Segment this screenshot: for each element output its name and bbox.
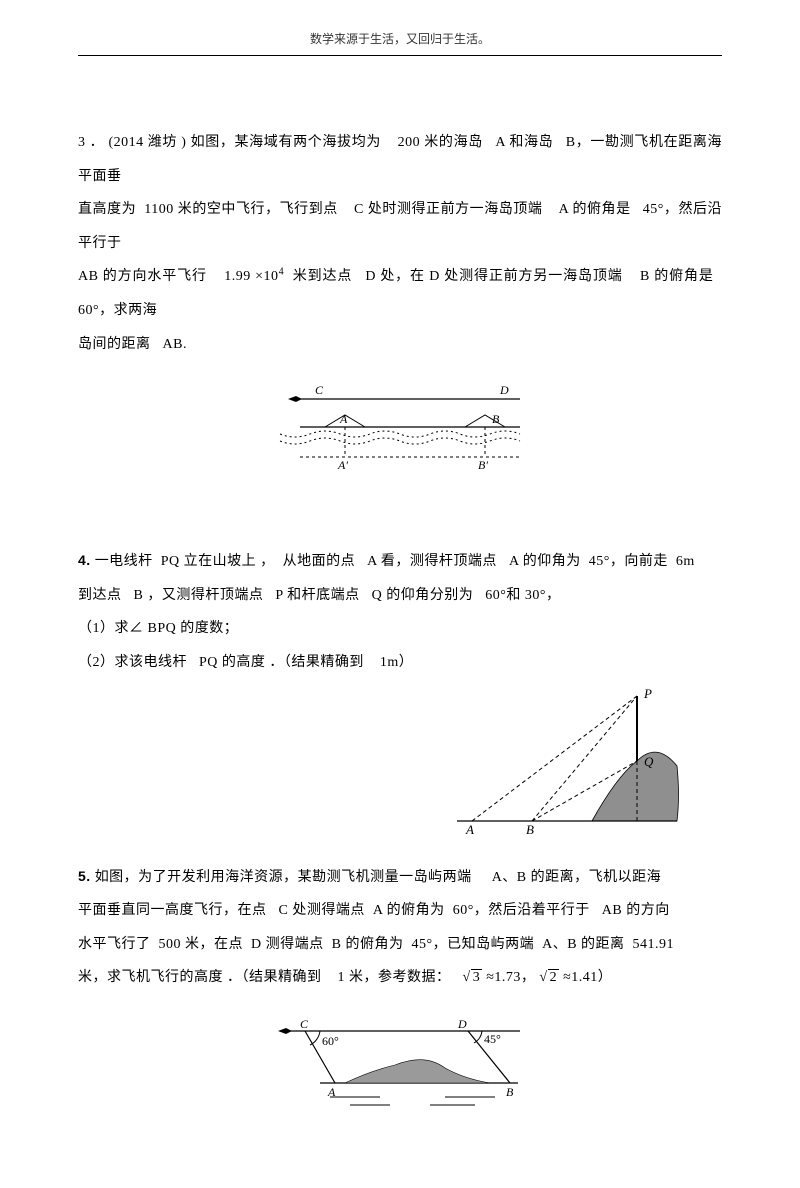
header-rule [78, 55, 722, 56]
svg-text:P: P [643, 686, 652, 701]
p3-t2: A 和海岛 [495, 135, 553, 150]
p5-fly: 500 米，在点 [159, 937, 244, 952]
p5-angC: 60°，然后沿着平行于 [453, 903, 590, 918]
p3-num: 3 ． [78, 135, 104, 150]
p3-t11: 岛间的距离 [78, 337, 151, 352]
p3-t5: C 处时测得正前方一海岛顶端 [354, 202, 542, 217]
svg-text:A: A [339, 412, 348, 426]
p4-t2b: B ，又测得杆顶端点 [134, 588, 264, 603]
sqrt3-val: 3 [471, 969, 483, 985]
figure-4: P Q A B [78, 686, 682, 836]
p3-angB: 60°，求两海 [78, 303, 157, 318]
p4-t2c: P 和杆底端点 [275, 588, 359, 603]
p5-t4a: 米，求飞机飞行的高度 ．（结果精确到 [78, 970, 322, 985]
p5-s2v: ≈1.41） [563, 970, 612, 985]
p3-t6: A 的俯角是 [559, 202, 631, 217]
problem-5: 5. 如图，为了开发利用海洋资源，某勘测飞机测量一岛屿两端 A、B 的距离，飞机… [78, 860, 722, 995]
p5-t3c: B 的俯角为 [332, 937, 404, 952]
p3-tail: AB. [163, 337, 187, 352]
p5-t3b: D 测得端点 [251, 937, 324, 952]
sqrt2-val: 2 [548, 969, 560, 985]
p4-walk: 6m [676, 554, 695, 569]
p4-t1: 一电线杆 [95, 554, 153, 569]
p4-t2d: Q 的仰角分别为 [372, 588, 474, 603]
sqrt2-icon: 2 [539, 961, 559, 995]
p5-t1a: 如图，为了开发利用海洋资源，某勘测飞机测量一岛屿两端 [95, 870, 472, 885]
svg-text:60°: 60° [322, 1034, 339, 1048]
p5-num: 5. [78, 868, 91, 884]
p3-t9: D 处，在 D 处测得正前方另一海岛顶端 [365, 269, 622, 284]
p3-t8: 米到达点 [293, 269, 352, 284]
svg-text:C: C [315, 383, 324, 397]
p4-t1c: 从地面的点 [283, 554, 356, 569]
svg-text:D: D [499, 383, 509, 397]
p5-s3v: ≈1.73， [486, 970, 535, 985]
p3-t4: 直高度为 [78, 202, 136, 217]
svg-text:A′: A′ [337, 458, 348, 469]
svg-text:Q: Q [644, 754, 654, 769]
p3-db: 1.99 ×10 [224, 269, 278, 284]
p4-t1b: PQ 立在山坡上 ， [161, 554, 275, 569]
p5-t3a: 水平飞行了 [78, 937, 151, 952]
p4-t1dd: A 的仰角为 [509, 554, 581, 569]
p5-t1b: A、B 的距离，飞机以距海 [492, 870, 661, 885]
p5-prec: 1 米，参考数据： [338, 970, 451, 985]
p3-t1: 如图，某海域有两个海拔均为 [191, 135, 381, 150]
p3-source: (2014 潍坊 ) [108, 135, 186, 150]
p5-t2c: A 的俯角为 [373, 903, 445, 918]
page-header: 数学来源于生活，又回归于生活。 [78, 30, 722, 47]
svg-text:D: D [457, 1017, 467, 1031]
p3-t10: B 的俯角是 [640, 269, 714, 284]
svg-text:B: B [492, 412, 500, 426]
p3-alt: 200 米的海岛 [398, 135, 483, 150]
p3-h: 1100 米的空中飞行，飞行到点 [144, 202, 338, 217]
p5-angD: 45°，已知岛屿两端 [411, 937, 534, 952]
p5-t2b: C 处测得端点 [279, 903, 365, 918]
p5-t2d: AB 的方向 [602, 903, 670, 918]
svg-text:B: B [506, 1085, 514, 1099]
p4-q2b: PQ 的高度 ．（结果精确到 [199, 655, 364, 670]
svg-text:C: C [300, 1017, 309, 1031]
p4-q2a: （2）求该电线杆 [78, 655, 187, 670]
p4-t2a: 到达点 [78, 588, 122, 603]
p4-q2c: 1m） [380, 655, 413, 670]
svg-text:B: B [526, 822, 534, 836]
p4-num: 4. [78, 552, 91, 568]
p5-distAB: 541.91 [633, 937, 675, 952]
p3-de: 4 [279, 267, 285, 278]
svg-text:A: A [465, 822, 474, 836]
figure-3: C D A B A′ B′ [78, 379, 722, 474]
p4-q1: （1）求∠ BPQ 的度数； [78, 621, 238, 636]
p3-t7: AB 的方向水平飞行 [78, 269, 207, 284]
sqrt3-icon: 3 [463, 961, 483, 995]
p4-angA: 45°，向前走 [589, 554, 668, 569]
p4-t1d: A 看，测得杆顶端点 [367, 554, 497, 569]
p4-angs: 60°和 30°， [485, 588, 560, 603]
problem-3: 3 ． (2014 潍坊 ) 如图，某海域有两个海拔均为 200 米的海岛 A … [78, 126, 722, 361]
figure-5: C D 60° 45° A B [78, 1013, 722, 1118]
p5-t2a: 平面垂直同一高度飞行，在点 [78, 903, 267, 918]
svg-text:45°: 45° [484, 1032, 501, 1046]
svg-text:B′: B′ [478, 458, 488, 469]
problem-4: 4. 一电线杆 PQ 立在山坡上 ， 从地面的点 A 看，测得杆顶端点 A 的仰… [78, 544, 722, 679]
p5-t3d: A、B 的距离 [542, 937, 624, 952]
